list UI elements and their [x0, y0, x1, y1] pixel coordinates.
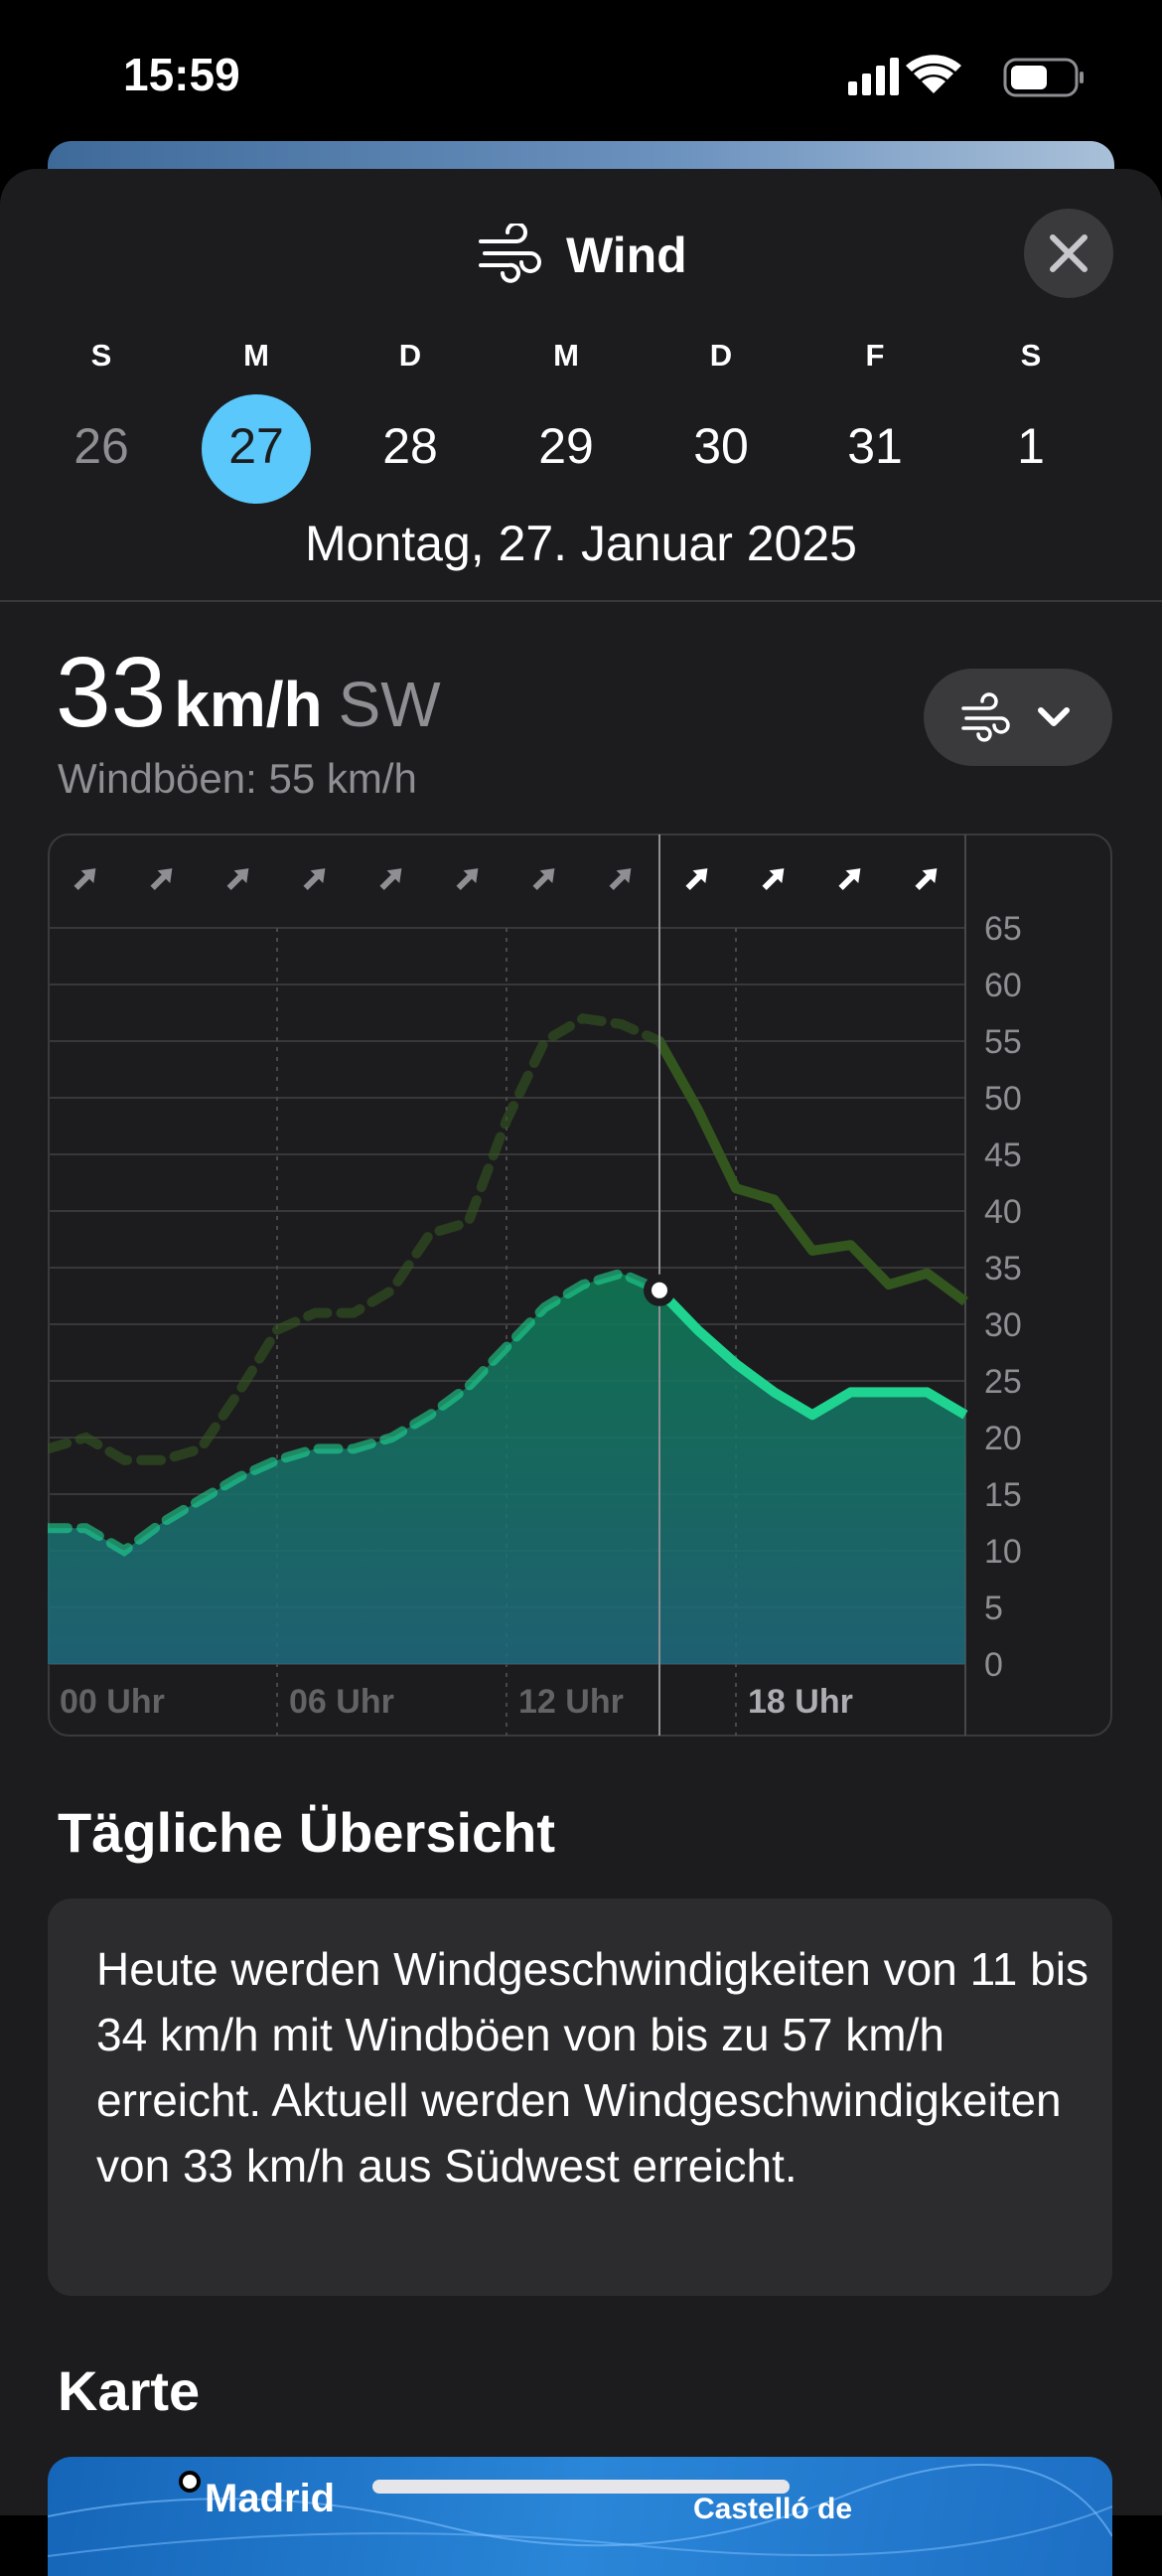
y-tick-label: 50 [984, 1080, 1022, 1118]
overview-title: Tägliche Übersicht [58, 1801, 556, 1864]
divider [0, 600, 1162, 602]
arrow-shape [762, 868, 785, 891]
sheet-title: Wind [566, 227, 687, 283]
current-wind: 33 km/h SW [56, 636, 441, 750]
day-number[interactable]: 27 [228, 418, 284, 474]
wind-direction-arrow [226, 868, 249, 891]
y-tick-label: 5 [984, 1590, 1003, 1627]
map-label: Madrid [205, 2477, 336, 2520]
wind-direction-arrow [303, 868, 326, 891]
y-tick-label: 10 [984, 1533, 1022, 1571]
day-letter: M [553, 338, 579, 373]
day-letter: D [709, 338, 733, 373]
wind-direction-arrow [838, 868, 861, 891]
x-tick-label: 00 Uhr [60, 1683, 165, 1721]
arrow-shape [456, 868, 479, 891]
y-tick-label: 20 [984, 1420, 1022, 1457]
close-button[interactable] [1024, 209, 1113, 298]
x-tick-label: 06 Uhr [289, 1683, 394, 1721]
status-time: 15:59 [123, 49, 240, 100]
day-number[interactable]: 29 [538, 418, 594, 474]
home-indicator [372, 2480, 790, 2494]
current-unit: km/h [174, 669, 323, 740]
status-icons [848, 55, 1084, 97]
y-tick-label: 40 [984, 1193, 1022, 1231]
wind-direction-arrow [685, 868, 708, 891]
y-tick-label: 35 [984, 1250, 1022, 1288]
map-label: Castelló de [693, 2493, 853, 2525]
x-tick-label: 12 Uhr [518, 1683, 624, 1721]
wind-direction-arrow [915, 868, 938, 891]
arrow-shape [915, 868, 938, 891]
y-tick-label: 60 [984, 967, 1022, 1004]
y-tick-label: 30 [984, 1306, 1022, 1344]
now-point [644, 1274, 675, 1306]
y-tick-label: 45 [984, 1136, 1022, 1174]
arrow-shape [838, 868, 861, 891]
arrow-shape [150, 868, 173, 891]
arrow-shape [609, 868, 632, 891]
screen: 15:59 Wind S 26 M 27 D 28 M 29 D 30 F 31 S 1 Montag, … [0, 49, 1162, 2576]
wind-direction-arrow [532, 868, 555, 891]
series-line-past [48, 1012, 659, 1465]
y-tick-label: 55 [984, 1023, 1022, 1061]
y-tick-label: 15 [984, 1476, 1022, 1514]
day-number[interactable]: 28 [382, 418, 438, 474]
wind-chart: 0 5 10 15 20 25 30 35 40 45 50 55 60 65 00 Uhr 06 Uhr 12… [48, 833, 1112, 1737]
current-speed: 33 [56, 637, 167, 748]
x-tick-label: 18 Uhr [748, 1683, 853, 1721]
wind-area [48, 1273, 965, 1664]
day-number[interactable]: 26 [73, 418, 129, 474]
current-gusts: Windböen: 55 km/h [58, 755, 417, 802]
day-letter: M [243, 338, 269, 373]
metric-dropdown[interactable] [924, 669, 1112, 766]
wind-direction-arrow [456, 868, 479, 891]
day-letter: S [90, 338, 112, 373]
day-letter: F [865, 338, 885, 373]
day-number[interactable]: 31 [847, 418, 903, 474]
selected-date: Montag, 27. Januar 2025 [305, 516, 857, 571]
y-tick-label: 65 [984, 910, 1022, 948]
current-direction: SW [338, 669, 441, 740]
wind-direction-arrow [762, 868, 785, 891]
wind-direction-arrow [609, 868, 632, 891]
wind-direction-arrow [73, 868, 96, 891]
y-tick-label: 25 [984, 1363, 1022, 1401]
wind-direction-arrow [379, 868, 402, 891]
series-line [659, 1035, 968, 1306]
arrow-shape [685, 868, 708, 891]
y-tick-label: 0 [984, 1646, 1003, 1684]
arrow-shape [226, 868, 249, 891]
arrow-shape [379, 868, 402, 891]
overview-text: Heute werden Windgeschwindigkeiten von 1… [96, 1943, 1089, 2192]
map-preview[interactable]: Madrid Castelló de [48, 2457, 1112, 2576]
selected-day-highlight [202, 394, 311, 504]
map-title: Karte [58, 2359, 201, 2422]
series-line [659, 1285, 968, 1421]
wind-direction-arrow [150, 868, 173, 891]
overview-card: Heute werden Windgeschwindigkeiten von 1… [48, 1898, 1112, 2296]
arrow-shape [73, 868, 96, 891]
arrow-shape [303, 868, 326, 891]
wind-icon [479, 224, 541, 283]
arrow-shape [532, 868, 555, 891]
series-line-past [48, 1268, 659, 1557]
day-number[interactable]: 1 [1017, 418, 1045, 474]
day-number[interactable]: 30 [693, 418, 749, 474]
day-letter: S [1020, 338, 1042, 373]
day-letter: D [398, 338, 422, 373]
